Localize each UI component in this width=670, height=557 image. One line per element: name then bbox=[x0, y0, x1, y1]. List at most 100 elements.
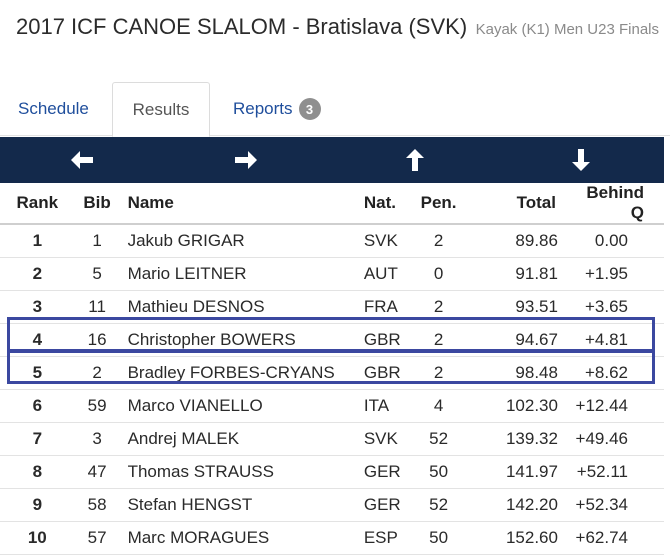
athlete-name-cell: Jakub GRIGAR bbox=[119, 224, 356, 258]
nation-cell: SVK bbox=[355, 224, 411, 258]
page-header: 2017 ICF CANOE SLALOM - Bratislava (SVK)… bbox=[16, 14, 659, 40]
move-up-button[interactable] bbox=[375, 137, 455, 183]
column-header-penalty[interactable]: Pen. bbox=[410, 183, 467, 225]
column-header-total[interactable]: Total bbox=[466, 183, 564, 225]
behind-cell: +52.11 bbox=[563, 455, 664, 489]
behind-cell: +1.95 bbox=[563, 257, 664, 291]
reports-count-badge: 3 bbox=[298, 98, 321, 120]
nation-cell: GBR bbox=[355, 356, 411, 390]
table-row[interactable]: 2 5 Mario LEITNER AUT 0 91.81 +1.95 bbox=[0, 257, 664, 291]
tab-bar: Schedule Results Reports 3 bbox=[0, 82, 670, 137]
rank-cell: 8 bbox=[0, 455, 75, 489]
arrow-right-icon bbox=[235, 151, 257, 169]
previous-button[interactable] bbox=[42, 137, 122, 183]
total-time-cell: 139.32 bbox=[466, 422, 564, 456]
table-row[interactable]: 9 58 Stefan HENGST GER 52 142.20 +52.34 bbox=[0, 488, 664, 522]
bib-cell: 1 bbox=[74, 224, 120, 258]
total-time-cell: 142.20 bbox=[466, 488, 564, 522]
table-row[interactable]: 6 59 Marco VIANELLO ITA 4 102.30 +12.44 bbox=[0, 389, 664, 423]
table-row[interactable]: 10 57 Marc MORAGUES ESP 50 152.60 +62.74 bbox=[0, 521, 664, 555]
table-row[interactable]: 8 47 Thomas STRAUSS GER 50 141.97 +52.11 bbox=[0, 455, 664, 489]
table-row[interactable]: 3 11 Mathieu DESNOS FRA 2 93.51 +3.65 bbox=[0, 290, 664, 324]
column-header-bib[interactable]: Bib bbox=[74, 183, 120, 225]
penalty-cell: 0 bbox=[410, 257, 467, 291]
nation-cell: FRA bbox=[355, 290, 411, 324]
tab-schedule-label: Schedule bbox=[18, 99, 89, 118]
bib-cell: 59 bbox=[74, 389, 120, 423]
total-time-cell: 89.86 bbox=[466, 224, 564, 258]
total-time-cell: 91.81 bbox=[466, 257, 564, 291]
athlete-name-cell: Marco VIANELLO bbox=[119, 389, 356, 423]
bib-cell: 58 bbox=[74, 488, 120, 522]
nation-cell: ITA bbox=[355, 389, 411, 423]
column-header-rank[interactable]: Rank bbox=[0, 183, 75, 225]
behind-cell: +8.62 bbox=[563, 356, 664, 390]
behind-cell: +4.81 bbox=[563, 323, 664, 357]
bib-cell: 5 bbox=[74, 257, 120, 291]
total-time-cell: 102.30 bbox=[466, 389, 564, 423]
page-title: 2017 ICF CANOE SLALOM - Bratislava (SVK) bbox=[16, 14, 468, 39]
bib-cell: 3 bbox=[74, 422, 120, 456]
tab-results-label: Results bbox=[132, 99, 190, 119]
behind-cell: +62.74 bbox=[563, 521, 664, 555]
behind-cell: +3.65 bbox=[563, 290, 664, 324]
move-down-button[interactable] bbox=[541, 137, 621, 183]
behind-cell: 0.00 bbox=[563, 224, 664, 258]
tab-schedule[interactable]: Schedule bbox=[2, 82, 105, 136]
penalty-cell: 52 bbox=[410, 488, 467, 522]
athlete-name-cell: Christopher BOWERS bbox=[119, 323, 356, 357]
column-header-behind[interactable]: Behind Q bbox=[563, 183, 664, 225]
bib-cell: 47 bbox=[74, 455, 120, 489]
nation-cell: GER bbox=[355, 455, 411, 489]
behind-cell: +49.46 bbox=[563, 422, 664, 456]
athlete-name-cell: Bradley FORBES-CRYANS bbox=[119, 356, 356, 390]
arrow-down-icon bbox=[572, 149, 590, 171]
athlete-name-cell: Thomas STRAUSS bbox=[119, 455, 356, 489]
athlete-name-cell: Andrej MALEK bbox=[119, 422, 356, 456]
table-header-row: Rank Bib Name Nat. Pen. Total Behind Q bbox=[0, 183, 664, 225]
rank-cell: 10 bbox=[0, 521, 75, 555]
penalty-cell: 2 bbox=[410, 323, 467, 357]
arrow-left-icon bbox=[71, 151, 93, 169]
penalty-cell: 4 bbox=[410, 389, 467, 423]
athlete-name-cell: Mario LEITNER bbox=[119, 257, 356, 291]
nation-cell: GBR bbox=[355, 323, 411, 357]
rank-cell: 2 bbox=[0, 257, 75, 291]
total-time-cell: 98.48 bbox=[466, 356, 564, 390]
bib-cell: 57 bbox=[74, 521, 120, 555]
arrow-up-icon bbox=[406, 149, 424, 171]
nation-cell: GER bbox=[355, 488, 411, 522]
table-row[interactable]: 4 16 Christopher BOWERS GBR 2 94.67 +4.81 bbox=[0, 323, 664, 357]
total-time-cell: 94.67 bbox=[466, 323, 564, 357]
bib-cell: 16 bbox=[74, 323, 120, 357]
rank-cell: 9 bbox=[0, 488, 75, 522]
next-button[interactable] bbox=[206, 137, 286, 183]
rank-cell: 3 bbox=[0, 290, 75, 324]
rank-cell: 1 bbox=[0, 224, 75, 258]
table-row[interactable]: 7 3 Andrej MALEK SVK 52 139.32 +49.46 bbox=[0, 422, 664, 456]
penalty-cell: 2 bbox=[410, 356, 467, 390]
total-time-cell: 152.60 bbox=[466, 521, 564, 555]
total-time-cell: 93.51 bbox=[466, 290, 564, 324]
nation-cell: SVK bbox=[355, 422, 411, 456]
total-time-cell: 141.97 bbox=[466, 455, 564, 489]
bib-cell: 11 bbox=[74, 290, 120, 324]
athlete-name-cell: Stefan HENGST bbox=[119, 488, 356, 522]
athlete-name-cell: Marc MORAGUES bbox=[119, 521, 356, 555]
rank-cell: 5 bbox=[0, 356, 75, 390]
nation-cell: AUT bbox=[355, 257, 411, 291]
penalty-cell: 52 bbox=[410, 422, 467, 456]
table-row[interactable]: 1 1 Jakub GRIGAR SVK 2 89.86 0.00 bbox=[0, 224, 664, 258]
column-header-name[interactable]: Name bbox=[119, 183, 356, 225]
rank-cell: 4 bbox=[0, 323, 75, 357]
results-table: Rank Bib Name Nat. Pen. Total Behind Q 1… bbox=[0, 183, 664, 555]
table-row[interactable]: 5 2 Bradley FORBES-CRYANS GBR 2 98.48 +8.62 bbox=[0, 356, 664, 390]
tab-reports[interactable]: Reports 3 bbox=[217, 82, 337, 136]
bib-cell: 2 bbox=[74, 356, 120, 390]
rank-cell: 6 bbox=[0, 389, 75, 423]
nation-cell: ESP bbox=[355, 521, 411, 555]
penalty-cell: 50 bbox=[410, 455, 467, 489]
tab-results[interactable]: Results bbox=[112, 82, 210, 137]
tab-reports-label: Reports bbox=[233, 99, 293, 118]
column-header-nation[interactable]: Nat. bbox=[355, 183, 411, 225]
